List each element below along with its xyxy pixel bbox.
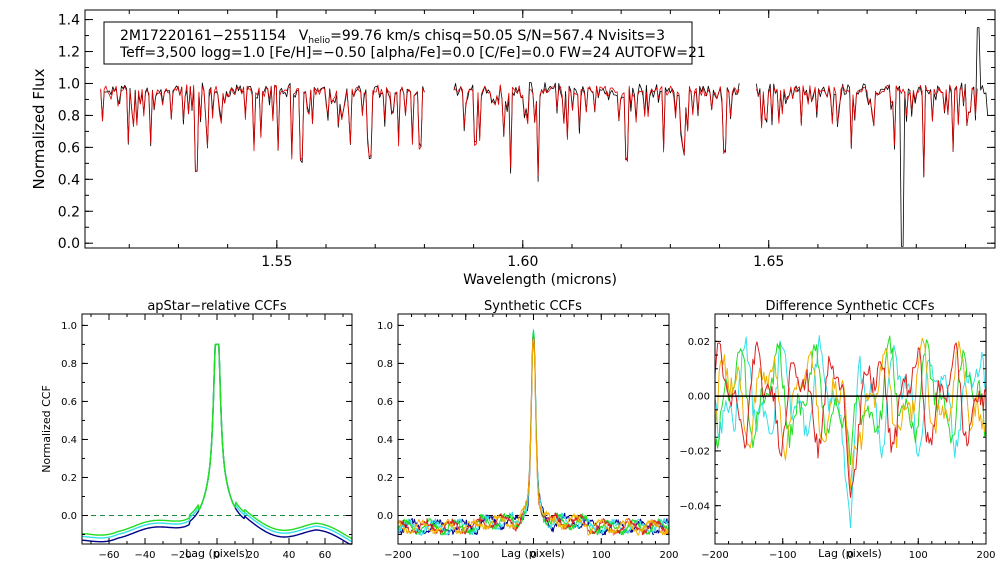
x-tick-label: 1.55 <box>261 254 292 270</box>
y-tick-label: 0.4 <box>58 172 80 188</box>
synthetic-ccf-line <box>397 338 670 536</box>
y-tick-label: 1.4 <box>58 13 80 29</box>
vhelio-subscript: helio <box>308 36 330 46</box>
synthetic-ccf-xlabel: Lag (pixels) <box>501 547 565 560</box>
x-tick-label: 200 <box>976 550 995 561</box>
apstar-ccf-line <box>82 343 352 545</box>
apstar-ccf-panel: −60 −40 −20 0 20 40 60 0.0 0.2 0.4 0.6 0.8 1.0 apSta… <box>40 299 353 561</box>
y-tick-label: 0.02 <box>688 337 710 348</box>
y-tick-label: 0.2 <box>58 204 80 220</box>
y-tick-label: 1.0 <box>377 321 393 332</box>
synthetic-ccf-line <box>397 329 670 536</box>
apstar-ccf-title: apStar−relative CCFs <box>147 299 287 314</box>
info-line-2: Teff=3,500 logg=1.0 [Fe/H]=−0.50 [alpha/… <box>119 45 706 61</box>
y-tick-label: −0.04 <box>679 501 710 512</box>
apstar-ccf-axes: −60 −40 −20 0 20 40 60 0.0 0.2 0.4 0.6 0.8 1.0 <box>61 314 352 561</box>
synthetic-ccf-line <box>397 330 670 536</box>
x-tick-label: 1.65 <box>753 254 784 270</box>
x-tick-label: 60 <box>319 550 332 561</box>
difference-ccf-xlabel: Lag (pixels) <box>818 547 882 560</box>
synthetic-ccf-frame <box>397 313 670 545</box>
y-tick-label: 0.4 <box>61 435 77 446</box>
apstar-ccf-xlabel: Lag (pixels) <box>185 547 249 560</box>
synthetic-ccf-line <box>397 336 670 536</box>
x-tick-label: −200 <box>384 550 411 561</box>
apstar-ccf-data <box>81 343 353 545</box>
y-tick-label: 0.0 <box>377 511 393 522</box>
difference-ccf-data <box>714 335 987 529</box>
y-tick-label: 0.0 <box>58 236 80 252</box>
info-line-1: 2M17220161−2551154 Vhelio=99.76 km/s chi… <box>120 28 665 46</box>
x-tick-label: 200 <box>659 550 678 561</box>
model-spectrum-line <box>453 84 740 177</box>
spectrum-xlabel: Wavelength (microns) <box>463 272 617 288</box>
spectrum-data <box>100 27 988 247</box>
y-tick-label: 0.4 <box>377 435 393 446</box>
y-tick-label: 0.8 <box>58 108 80 124</box>
difference-ccf-line <box>714 335 987 466</box>
synthetic-ccf-panel: −200 −100 0 100 200 0.0 0.2 0.4 0.6 0.8 1.0 Synthe… <box>377 299 678 561</box>
spectrum-axes: 1.55 1.60 1.65 0.0 0.2 0.4 0.6 0.8 1.0 1.2 1.4 <box>58 10 995 270</box>
x-tick-label: 1.60 <box>507 254 538 270</box>
info-box <box>103 21 693 65</box>
spectrum-ylabel: Normalized Flux <box>30 68 48 189</box>
x-tick-label: 40 <box>283 550 296 561</box>
model-spectrum-line <box>100 84 425 173</box>
difference-ccf-line <box>714 337 987 490</box>
apstar-ccf-ylabel: Normalized CCF <box>40 385 53 473</box>
x-tick-label: −20 <box>170 550 191 561</box>
spectrum-panel: 1.55 1.60 1.65 0.0 0.2 0.4 0.6 0.8 1.0 1.2 1.4 2M1… <box>30 9 996 288</box>
y-tick-label: 1.0 <box>58 77 80 93</box>
spectrum-frame <box>84 9 996 249</box>
x-tick-label: 0 <box>530 550 536 561</box>
info-line-1-rest: =99.76 km/s chisq=50.05 S/N=567.4 Nvisit… <box>330 28 665 44</box>
vhelio-label: V <box>299 28 309 44</box>
y-tick-label: 0.6 <box>61 397 77 408</box>
y-tick-label: 1.0 <box>61 321 77 332</box>
x-tick-label: −60 <box>98 550 119 561</box>
difference-ccf-axes: −200 −100 0 100 200 0.02 0.00 −0.02 −0.04 <box>679 313 996 561</box>
y-tick-label: 0.0 <box>61 511 77 522</box>
apstar-ccf-line <box>81 343 353 540</box>
synthetic-ccf-data <box>397 329 670 536</box>
difference-ccf-title: Difference Synthetic CCFs <box>765 299 934 314</box>
x-tick-label: 20 <box>247 550 260 561</box>
y-tick-label: −0.02 <box>679 447 710 458</box>
y-tick-label: 0.6 <box>58 140 80 156</box>
difference-ccf-panel: −200 −100 0 100 200 0.02 0.00 −0.02 −0.04 Differ… <box>679 299 995 561</box>
object-id: 2M17220161−2551154 <box>120 28 286 44</box>
model-spectrum-line <box>756 84 978 177</box>
x-tick-label: −100 <box>452 550 479 561</box>
difference-ccf-line <box>714 341 987 498</box>
x-tick-label: 100 <box>909 550 928 561</box>
y-tick-label: 0.8 <box>377 359 393 370</box>
y-tick-label: 0.6 <box>377 397 393 408</box>
x-tick-label: 100 <box>592 550 611 561</box>
synthetic-ccf-axes: −200 −100 0 100 200 0.0 0.2 0.4 0.6 0.8 1.0 <box>377 314 679 561</box>
x-tick-label: 0 <box>847 550 853 561</box>
x-tick-label: 0 <box>214 550 220 561</box>
y-tick-label: 0.00 <box>688 392 710 403</box>
apstar-ccf-frame <box>81 313 353 545</box>
x-tick-label: −100 <box>769 550 796 561</box>
y-tick-label: 0.2 <box>61 473 77 484</box>
y-tick-label: 0.2 <box>377 473 393 484</box>
y-tick-label: 0.8 <box>61 359 77 370</box>
y-tick-label: 1.2 <box>58 45 80 61</box>
synthetic-ccf-title: Synthetic CCFs <box>484 299 582 314</box>
x-tick-label: −200 <box>701 550 728 561</box>
x-tick-label: −40 <box>134 550 155 561</box>
synthetic-ccf-line <box>397 337 670 536</box>
apstar-ccf-line <box>82 343 353 543</box>
